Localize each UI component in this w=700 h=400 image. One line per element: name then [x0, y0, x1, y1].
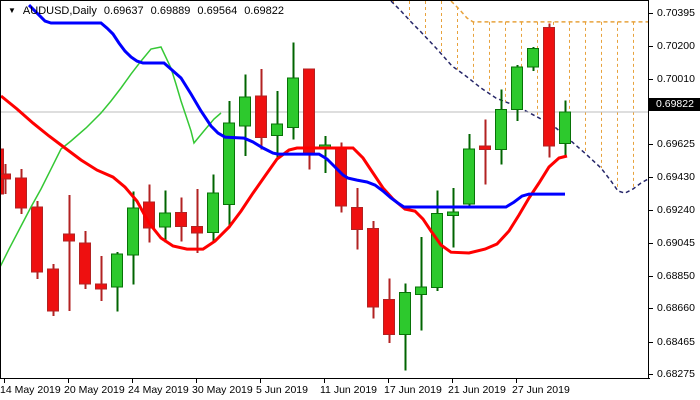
price-tick	[649, 78, 653, 80]
date-tick-label: 5 Jun 2019	[256, 384, 308, 396]
price-tick-label: 0.69045	[657, 236, 695, 249]
candle-bearish[interactable]	[15, 177, 27, 209]
candlestick-chart[interactable]	[1, 1, 649, 379]
candle-bearish[interactable]	[175, 212, 187, 227]
candle-bearish[interactable]	[383, 298, 395, 335]
candle-bullish[interactable]	[207, 192, 219, 233]
date-tick	[4, 379, 5, 383]
candle-bullish[interactable]	[511, 66, 523, 110]
candle-bearish[interactable]	[31, 206, 43, 273]
candle-bearish[interactable]	[47, 268, 59, 312]
candle-bearish[interactable]	[63, 233, 75, 242]
ohlc-open: 0.69637	[103, 5, 144, 17]
ohlc-high: 0.69889	[150, 5, 191, 17]
price-tick-label: 0.70395	[657, 6, 695, 19]
candle-bullish[interactable]	[399, 292, 411, 335]
date-tick	[324, 379, 325, 383]
date-tick-label: 21 Jun 2019	[448, 384, 506, 396]
candle-bearish[interactable]	[351, 207, 363, 230]
chart-title-overlay: ▼ AUDUSD,Daily 0.69637 0.69889 0.69564 0.6982…	[8, 5, 284, 17]
candle-bullish[interactable]	[287, 77, 299, 129]
candle-bullish[interactable]	[239, 96, 251, 127]
kijun-sen-line	[27, 4, 565, 209]
date-tick	[68, 379, 69, 383]
price-tick-label: 0.68660	[657, 302, 695, 315]
price-tick-label: 0.70200	[657, 40, 695, 53]
candle-bearish[interactable]	[1, 173, 11, 180]
current-price-badge: 0.69822	[649, 98, 700, 112]
date-tick-label: 20 May 2019	[64, 384, 125, 396]
candle-bearish[interactable]	[79, 242, 91, 285]
price-tick-label: 0.69430	[657, 171, 695, 184]
chikou-span-line	[1, 46, 222, 267]
date-tick-label: 30 May 2019	[192, 384, 253, 396]
candle-bearish[interactable]	[367, 228, 379, 308]
date-tick-label: 17 Jun 2019	[384, 384, 442, 396]
date-tick	[516, 379, 517, 383]
date-tick-label: 11 Jun 2019	[320, 384, 378, 396]
price-tick-label: 0.68465	[657, 335, 695, 348]
candle-bullish[interactable]	[271, 123, 283, 136]
symbol-period-label: AUDUSD,Daily	[22, 5, 97, 17]
price-axis[interactable]: 0.70395 0.70200 0.70010 0.69625 0.69430 0.692…	[649, 0, 700, 380]
price-tick	[649, 242, 653, 244]
date-tick	[388, 379, 389, 383]
candle-bullish[interactable]	[495, 108, 507, 151]
chevron-down-icon[interactable]: ▼	[8, 6, 16, 15]
price-tick	[649, 12, 653, 14]
candle-bullish[interactable]	[463, 148, 475, 205]
date-tick-label: 14 May 2019	[0, 384, 61, 396]
candle-bearish[interactable]	[255, 95, 267, 139]
candle-bullish[interactable]	[431, 212, 443, 289]
tenkan-sen-line	[1, 94, 568, 255]
senkou-span-a-line	[390, 1, 649, 194]
chart-plot[interactable]: ▼ AUDUSD,Daily 0.69637 0.69889 0.69564 0.6982…	[0, 0, 649, 379]
candle-bullish[interactable]	[559, 111, 571, 144]
candle-bullish[interactable]	[447, 211, 459, 217]
candle-bullish[interactable]	[415, 286, 427, 295]
date-axis-line	[0, 378, 650, 379]
candle-bearish[interactable]	[95, 283, 107, 290]
date-axis[interactable]: 14 May 2019 20 May 2019 24 May 2019 30 May …	[0, 379, 700, 400]
candle-bearish[interactable]	[191, 226, 203, 234]
price-tick	[649, 177, 653, 179]
date-tick	[132, 379, 133, 383]
price-tick	[649, 209, 653, 211]
ohlc-close: 0.69822	[244, 5, 284, 17]
candle-bullish[interactable]	[527, 47, 539, 68]
date-tick-label: 27 Jun 2019	[512, 384, 570, 396]
price-tick	[649, 373, 653, 375]
price-tick-label: 0.68850	[657, 270, 695, 283]
date-tick	[196, 379, 197, 383]
price-tick-label: 0.70010	[657, 72, 695, 85]
date-tick	[452, 379, 453, 383]
candle-bearish[interactable]	[303, 68, 315, 155]
price-tick-label: 0.69240	[657, 203, 695, 216]
senkou-span-b-line	[450, 1, 648, 23]
price-tick-label: 0.69625	[657, 138, 695, 151]
candle-bullish[interactable]	[127, 207, 139, 256]
candle-bullish[interactable]	[159, 212, 171, 228]
price-axis-line	[648, 0, 649, 379]
candle-bearish[interactable]	[479, 145, 491, 151]
candle-bullish[interactable]	[111, 253, 123, 288]
price-tick	[649, 341, 653, 343]
date-tick	[260, 379, 261, 383]
date-tick-label: 24 May 2019	[128, 384, 189, 396]
price-tick	[649, 46, 653, 48]
candle-bullish[interactable]	[223, 122, 235, 206]
price-tick	[649, 276, 653, 278]
candle-bearish[interactable]	[543, 27, 555, 147]
candle-bearish[interactable]	[1, 148, 4, 195]
ohlc-low: 0.69564	[197, 5, 238, 17]
price-tick	[649, 308, 653, 310]
price-tick	[649, 144, 653, 146]
price-tick-label: 0.68275	[657, 367, 695, 380]
